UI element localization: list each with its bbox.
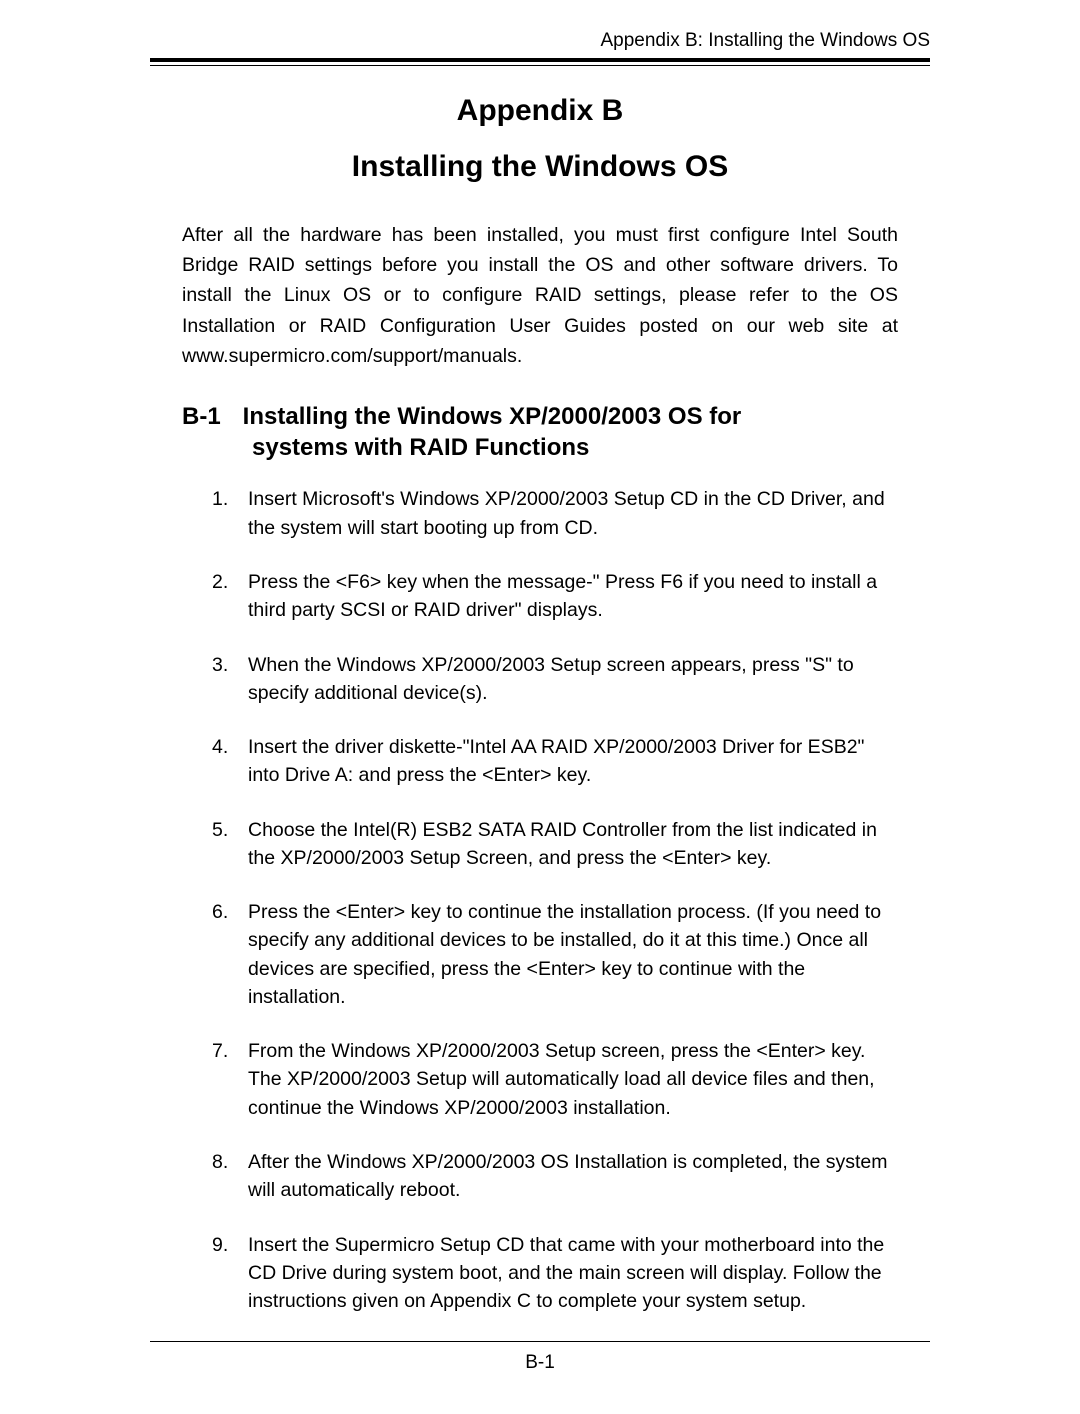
step-item: Insert the driver diskette-"Intel AA RAI… <box>212 733 898 790</box>
section-title-line1: Installing the Windows XP/2000/2003 OS f… <box>243 403 742 430</box>
step-item: When the Windows XP/2000/2003 Setup scre… <box>212 651 898 708</box>
document-page: Appendix B: Installing the Windows OS Ap… <box>0 0 1080 1414</box>
step-item: Press the <F6> key when the message-" Pr… <box>212 568 898 625</box>
page-title: Installing the Windows OS <box>150 150 930 184</box>
step-item: From the Windows XP/2000/2003 Setup scre… <box>212 1037 898 1122</box>
step-item: Press the <Enter> key to continue the in… <box>212 898 898 1011</box>
section-number: B-1 <box>182 401 221 432</box>
steps-list: Insert Microsoft's Windows XP/2000/2003 … <box>150 485 930 1315</box>
page-number: B-1 <box>150 1352 930 1374</box>
step-item: After the Windows XP/2000/2003 OS Instal… <box>212 1148 898 1205</box>
intro-paragraph: After all the hardware has been installe… <box>182 220 898 371</box>
section-heading: B-1 Installing the Windows XP/2000/2003 O… <box>182 401 898 463</box>
footer-rule <box>150 1341 930 1342</box>
step-item: Insert the Supermicro Setup CD that came… <box>212 1231 898 1316</box>
running-header: Appendix B: Installing the Windows OS <box>150 30 930 52</box>
step-item: Choose the Intel(R) ESB2 SATA RAID Contr… <box>212 816 898 873</box>
header-rule <box>150 58 930 66</box>
section-title-line2: systems with RAID Functions <box>252 432 898 463</box>
appendix-label: Appendix B <box>150 94 930 128</box>
step-item: Insert Microsoft's Windows XP/2000/2003 … <box>212 485 898 542</box>
